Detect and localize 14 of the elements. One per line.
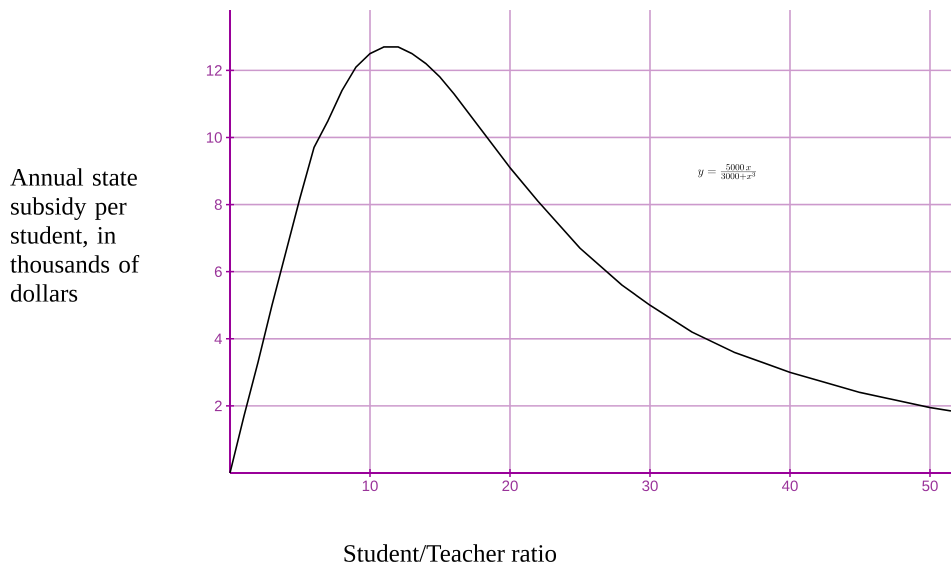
- x-tick-label: 40: [782, 480, 798, 492]
- y-tick-label: 6: [214, 266, 222, 277]
- y-tick-label: 2: [214, 400, 222, 412]
- y-tick-label: 12: [206, 65, 222, 76]
- y-tick-label: 8: [214, 199, 222, 210]
- y-tick-label: 10: [206, 132, 222, 143]
- x-tick-label: 30: [642, 480, 658, 492]
- y-tick-label: 4: [214, 334, 222, 344]
- x-tick-label: 10: [362, 480, 378, 492]
- x-axis-title: Student/Teacher ratio: [344, 544, 556, 562]
- x-tick-label: 50: [922, 480, 938, 492]
- y-axis-title: Annual state subsidy per student, in thousands of dollars: [10, 168, 140, 302]
- x-tick-label: 20: [502, 480, 518, 492]
- annotation: $y=\frac{5000\,x}{3000+x^{3}}$: [698, 164, 756, 180]
